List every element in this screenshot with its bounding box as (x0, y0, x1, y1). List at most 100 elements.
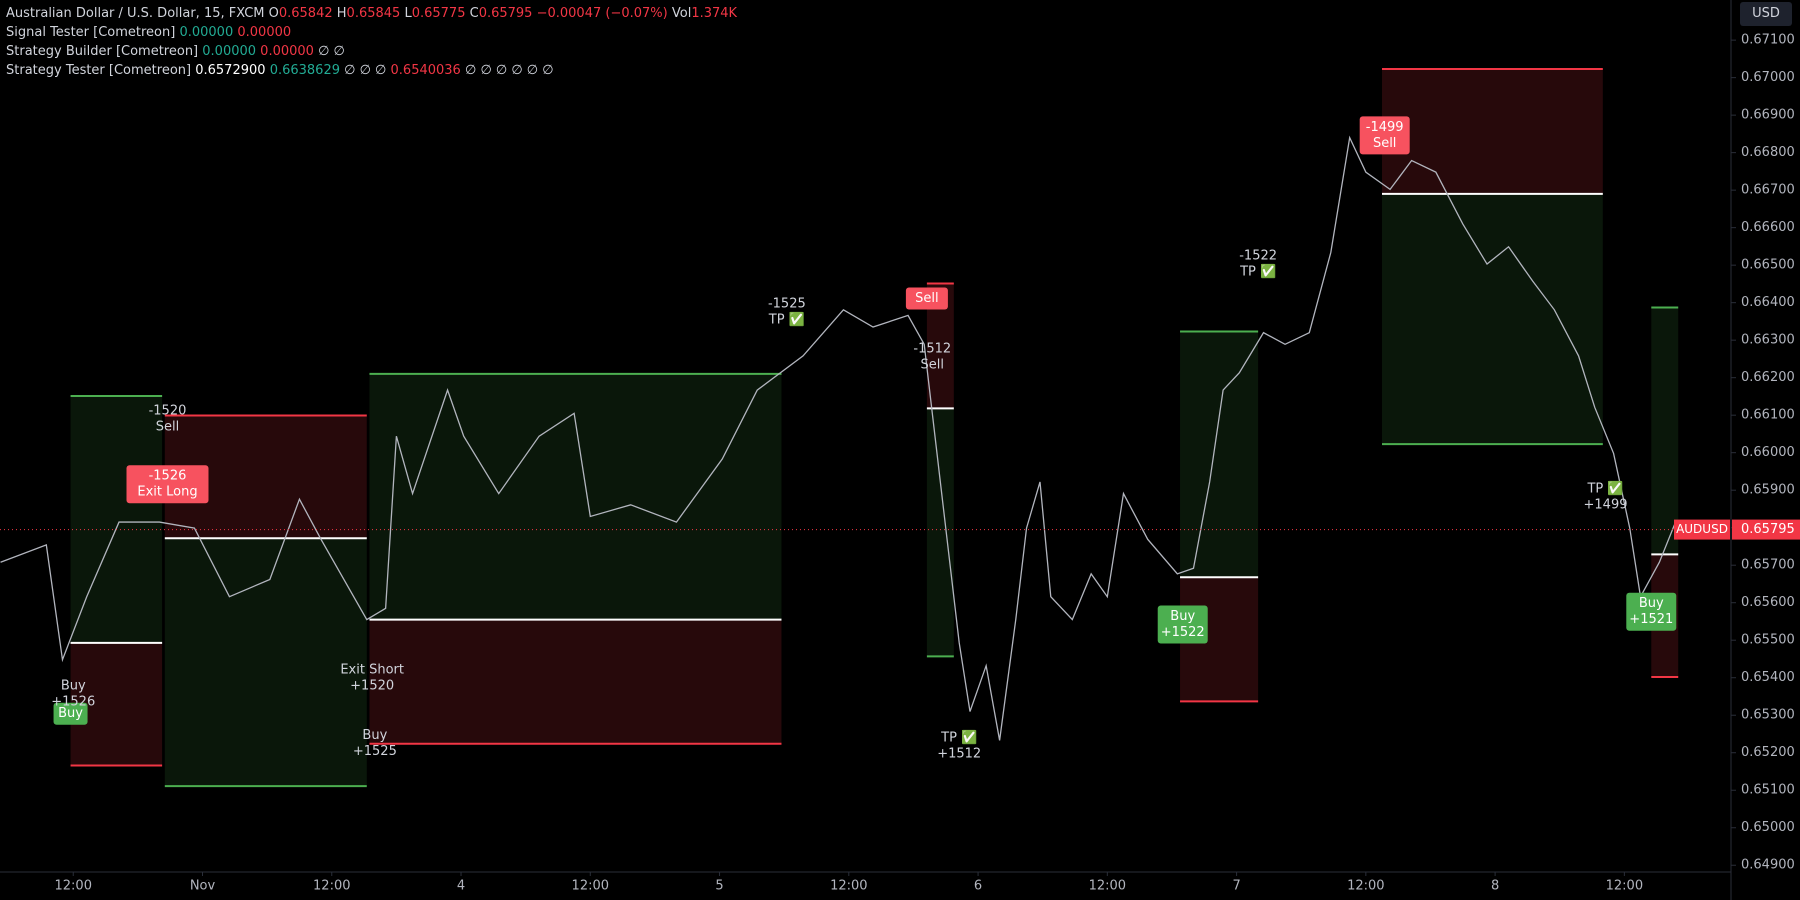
label: L (404, 6, 412, 21)
annotation-text: -1512 (913, 342, 951, 357)
x-tick-label: Nov (190, 879, 216, 894)
y-tick-label: 0.66600 (1741, 220, 1795, 235)
annotation-text: Exit Long (137, 485, 197, 500)
x-tick-label: 12:00 (313, 879, 350, 894)
indicator-text: Strategy Builder [Cometreon] (6, 44, 199, 59)
annotation-text: -1520 (149, 403, 187, 418)
price-tag-label: 0.65795 (1741, 522, 1795, 537)
y-tick-label: 0.65900 (1741, 483, 1795, 498)
profit-zone (1651, 307, 1679, 555)
symbol-tag-label: AUDUSD (1676, 522, 1728, 536)
x-tick-label: 12:00 (830, 879, 867, 894)
y-tick-label: 0.65200 (1741, 745, 1795, 760)
indicator-text: 0.00000 (202, 44, 257, 59)
annotation-text: TP ✅ (1586, 480, 1623, 496)
loss-zone (369, 619, 782, 744)
y-tick-label: 0.65100 (1741, 783, 1795, 798)
indicator-row: Strategy Builder [Cometreon] 0.00000 0.0… (6, 42, 737, 61)
symbol-row: Australian Dollar / U.S. Dollar, 15, FXC… (6, 4, 737, 23)
symbol-tag (1674, 519, 1730, 540)
x-tick-label: 12:00 (1347, 879, 1384, 894)
annotation-text: Exit Short (340, 663, 404, 678)
y-tick-label: 0.64900 (1741, 858, 1795, 873)
y-tick-label: 0.66300 (1741, 333, 1795, 348)
annotation-text: Sell (156, 419, 179, 434)
value: 0.65842 (278, 6, 333, 21)
indicator-text: 0.6572900 (195, 63, 266, 78)
annotation-text: Buy (362, 728, 387, 743)
x-tick-label: 12:00 (55, 879, 92, 894)
x-tick-label: 12:00 (572, 879, 609, 894)
indicator-text: Strategy Tester [Cometreon] (6, 63, 192, 78)
profit-zone (1381, 193, 1603, 445)
y-tick-label: 0.65700 (1741, 558, 1795, 573)
currency-button[interactable]: USD (1740, 2, 1792, 26)
annotation-text: -1522 (1239, 249, 1277, 264)
y-tick-label: 0.66800 (1741, 145, 1795, 160)
annotation-text: +1526 (51, 695, 95, 710)
y-tick-label: 0.65300 (1741, 708, 1795, 723)
indicator-text: ∅ ∅ (318, 44, 345, 59)
indicator-text: 0.6540036 (390, 63, 461, 78)
annotation-text: +1512 (937, 746, 981, 761)
indicator-text: Signal Tester [Cometreon] (6, 25, 176, 40)
annotation-text: -1526 (149, 469, 187, 484)
y-tick-label: 0.67100 (1741, 33, 1795, 48)
indicator-row: Signal Tester [Cometreon] 0.00000 0.0000… (6, 23, 737, 42)
price-tag (1732, 519, 1800, 540)
label: O (268, 6, 279, 21)
value: 0.65845 (346, 6, 401, 21)
buy-badge (1157, 605, 1208, 644)
y-tick-label: 0.66000 (1741, 445, 1795, 460)
y-tick-label: 0.66100 (1741, 408, 1795, 423)
y-tick-label: 0.66500 (1741, 258, 1795, 273)
annotation-text: Buy (1170, 609, 1195, 624)
y-tick-label: 0.66200 (1741, 370, 1795, 385)
annotation-text: Sell (1373, 136, 1396, 151)
annotation-text: TP ✅ (940, 729, 977, 745)
x-tick-label: 4 (457, 879, 465, 894)
annotation-text: +1499 (1584, 497, 1628, 512)
annotation-text: Buy (61, 679, 86, 694)
x-tick-label: 12:00 (1089, 879, 1126, 894)
y-tick-label: 0.65400 (1741, 670, 1795, 685)
profit-zone (926, 408, 954, 657)
annotation-text: Sell (915, 291, 938, 306)
y-tick-label: 0.66900 (1741, 108, 1795, 123)
annotation-text: -1499 (1366, 120, 1404, 135)
value: −0.00047 (−0.07%) (536, 6, 668, 21)
value: 0.65795 (478, 6, 533, 21)
legend: Australian Dollar / U.S. Dollar, 15, FXC… (6, 4, 737, 80)
annotation-text: Buy (1639, 596, 1664, 611)
label: Vol (671, 6, 692, 21)
y-tick-label: 0.67000 (1741, 70, 1795, 85)
value: 1.374K (691, 6, 738, 21)
y-tick-label: 0.65000 (1741, 820, 1795, 835)
annotation-text: Sell (921, 358, 944, 373)
x-tick-label: 6 (974, 879, 982, 894)
x-tick-label: 8 (1491, 879, 1499, 894)
indicator-text: ∅ ∅ ∅ (344, 63, 387, 78)
loss-zone (1381, 69, 1603, 194)
label: H (336, 6, 347, 21)
profit-zone (70, 396, 163, 643)
annotation-text: +1522 (1161, 625, 1205, 640)
y-tick-label: 0.65600 (1741, 595, 1795, 610)
value: 0.65775 (411, 6, 466, 21)
annotation-text: -1525 (768, 297, 806, 312)
indicator-text: 0.6638629 (269, 63, 340, 78)
annotation-text: TP ✅ (768, 312, 805, 328)
sell-badge (1359, 116, 1410, 155)
annotation-text: +1520 (350, 679, 394, 694)
sell-badge (905, 287, 948, 310)
annotation-text: TP ✅ (1239, 264, 1276, 280)
annotation-text: +1525 (353, 744, 397, 759)
indicator-text: ∅ ∅ ∅ ∅ ∅ ∅ (464, 63, 554, 78)
annotation-text: Buy (58, 706, 83, 721)
label: C (469, 6, 479, 21)
indicator-text: 0.00000 (237, 25, 292, 40)
y-tick-label: 0.66400 (1741, 295, 1795, 310)
annotation-text: +1521 (1629, 612, 1673, 627)
indicator-text: 0.00000 (260, 44, 314, 59)
